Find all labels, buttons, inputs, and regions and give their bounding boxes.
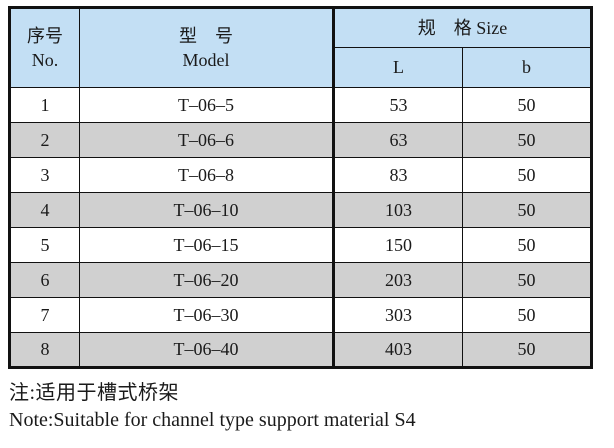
cell-model: T–06–5 (79, 87, 334, 123)
table-row: 2 T–06–6 63 50 (9, 122, 592, 158)
cell-b: 50 (462, 87, 592, 123)
table-row: 7 T–06–30 303 50 (9, 297, 592, 333)
cell-l: 63 (332, 122, 463, 158)
footnote-zh: 注:适用于槽式桥架 (9, 382, 180, 404)
cell-no: 6 (9, 262, 80, 298)
cell-l: 203 (332, 262, 463, 298)
catalog-page: 序号 No. 型 号 Model 规 格 Size L b 1 T–06–5 5… (8, 6, 606, 434)
cell-b: 50 (462, 227, 592, 263)
cell-b: 50 (462, 157, 592, 193)
cell-no: 1 (9, 87, 80, 123)
cell-no: 2 (9, 122, 80, 158)
cell-model: T–06–40 (79, 332, 334, 368)
header-no-zh: 序号 (27, 25, 63, 46)
cell-l: 103 (332, 192, 463, 228)
cell-no: 5 (9, 227, 80, 263)
table-header: 序号 No. 型 号 Model 规 格 Size L b (9, 7, 592, 88)
cell-model: T–06–15 (79, 227, 334, 263)
header-size-l: L (332, 47, 463, 88)
header-model: 型 号 Model (79, 7, 334, 88)
cell-model: T–06–30 (79, 297, 334, 333)
header-no-en: No. (31, 50, 59, 70)
table-row: 4 T–06–10 103 50 (9, 192, 592, 228)
header-size: 规 格 Size (332, 7, 592, 48)
cell-b: 50 (462, 297, 592, 333)
table-row: 5 T–06–15 150 50 (9, 227, 592, 263)
header-no: 序号 No. (9, 7, 80, 88)
cell-b: 50 (462, 262, 592, 298)
footnote-en: Note:Suitable for channel type support m… (9, 409, 416, 431)
cell-model: T–06–6 (79, 122, 334, 158)
cell-b: 50 (462, 122, 592, 158)
header-model-en: Model (182, 50, 230, 70)
cell-l: 53 (332, 87, 463, 123)
table-row: 3 T–06–8 83 50 (9, 157, 592, 193)
cell-no: 3 (9, 157, 80, 193)
footnote: 注:适用于槽式桥架 Note:Suitable for channel type… (9, 380, 606, 434)
header-model-zh: 型 号 (179, 25, 233, 46)
cell-model: T–06–10 (79, 192, 334, 228)
table-row: 8 T–06–40 403 50 (9, 332, 592, 368)
cell-no: 7 (9, 297, 80, 333)
table-row: 1 T–06–5 53 50 (9, 87, 592, 123)
table-row: 6 T–06–20 203 50 (9, 262, 592, 298)
cell-no: 8 (9, 332, 80, 368)
table-body: 1 T–06–5 53 50 2 T–06–6 63 50 3 T–06–8 8… (9, 87, 592, 368)
spec-table: 序号 No. 型 号 Model 规 格 Size L b 1 T–06–5 5… (8, 6, 593, 369)
cell-b: 50 (462, 332, 592, 368)
cell-model: T–06–8 (79, 157, 334, 193)
cell-l: 83 (332, 157, 463, 193)
cell-l: 403 (332, 332, 463, 368)
cell-l: 303 (332, 297, 463, 333)
cell-b: 50 (462, 192, 592, 228)
cell-l: 150 (332, 227, 463, 263)
cell-model: T–06–20 (79, 262, 334, 298)
header-size-b: b (462, 47, 592, 88)
cell-no: 4 (9, 192, 80, 228)
